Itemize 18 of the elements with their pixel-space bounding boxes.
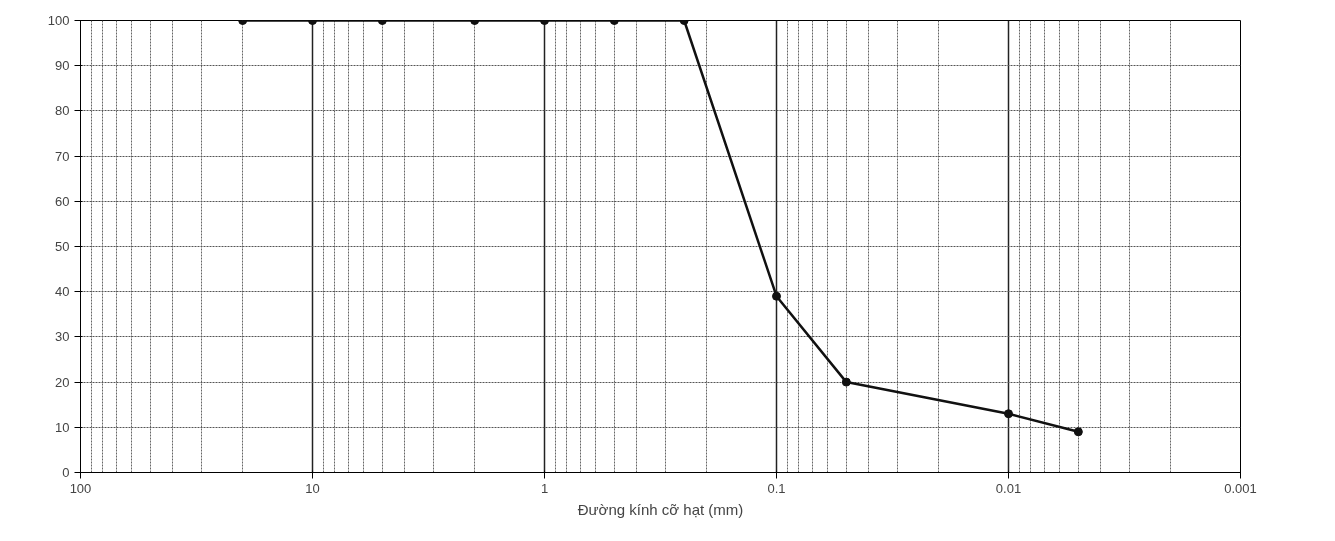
x-tick-label: 10: [305, 480, 320, 496]
y-tick-label: 90: [55, 58, 70, 74]
y-tick-label: 40: [55, 284, 70, 300]
y-tick-label: 20: [55, 374, 70, 390]
x-tick-label: 0.01: [995, 480, 1022, 496]
y-tick-label: 50: [55, 239, 70, 254]
x-tick-label: 1: [540, 480, 549, 496]
y-tick-label: 30: [55, 329, 70, 345]
x-tick-label: 0.1: [767, 480, 786, 496]
x-axis-title: Đường kính cỡ hạt (mm): [577, 500, 744, 518]
y-tick-label: 60: [55, 193, 70, 209]
y-tick-label: 10: [55, 419, 70, 435]
x-tick-label: 0.001: [1224, 480, 1257, 496]
y-tick-label: 80: [55, 103, 70, 119]
x-tick-label: 100: [69, 480, 92, 496]
y-tick-label: 70: [55, 148, 70, 164]
y-tick-label: 0: [62, 465, 70, 480]
y-tick-label: 100: [47, 13, 70, 28]
